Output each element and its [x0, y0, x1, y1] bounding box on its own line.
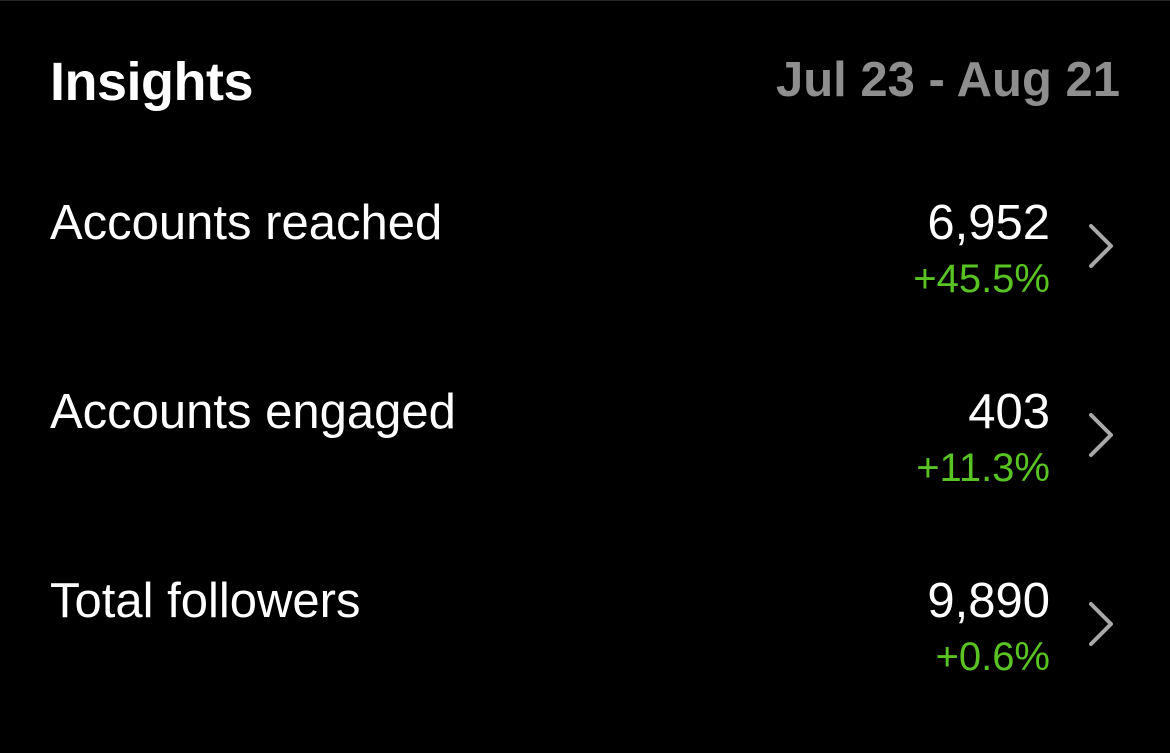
- metric-change: +45.5%: [913, 257, 1050, 301]
- chevron-right-icon: [1089, 413, 1113, 457]
- metric-value: 403: [968, 385, 1050, 439]
- metric-change: +11.3%: [916, 446, 1050, 490]
- metric-label: Total followers: [50, 574, 361, 628]
- metric-row-total-followers[interactable]: Total followers 9,890 +0.6%: [0, 570, 1170, 720]
- metric-value: 9,890: [927, 574, 1050, 628]
- metric-change: +0.6%: [935, 635, 1050, 679]
- chevron-right-icon: [1089, 602, 1113, 646]
- metric-row-accounts-reached[interactable]: Accounts reached 6,952 +45.5%: [0, 192, 1170, 342]
- insights-header: Insights Jul 23 - Aug 21: [50, 46, 1120, 126]
- page-title: Insights: [50, 52, 254, 112]
- metric-value: 6,952: [927, 196, 1050, 250]
- date-range[interactable]: Jul 23 - Aug 21: [775, 53, 1120, 107]
- metric-label: Accounts reached: [50, 196, 443, 250]
- top-divider: [0, 0, 1170, 1]
- metric-row-accounts-engaged[interactable]: Accounts engaged 403 +11.3%: [0, 381, 1170, 531]
- metric-label: Accounts engaged: [50, 385, 456, 439]
- chevron-right-icon: [1089, 224, 1113, 268]
